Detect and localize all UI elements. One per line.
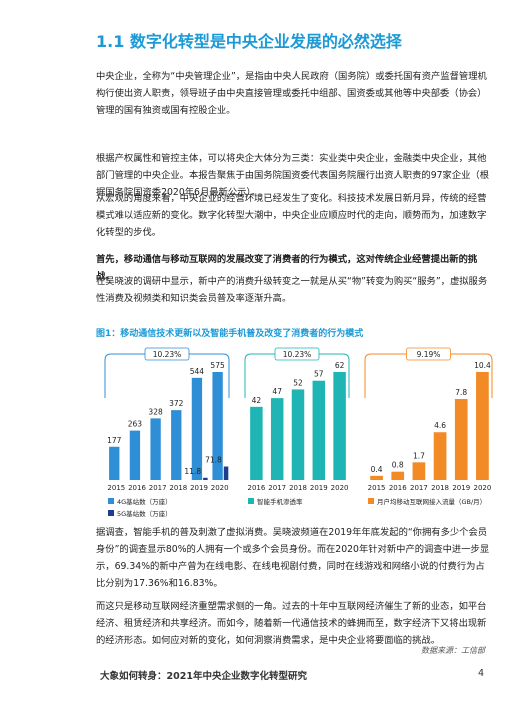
value-label: 52: [293, 378, 303, 387]
x-tick-label: 2020: [211, 484, 229, 492]
value-label: 47: [272, 387, 282, 396]
bar: [391, 471, 405, 480]
value-label: 4.6: [434, 421, 446, 430]
x-tick-label: 2019: [310, 484, 328, 492]
value-label: 7.8: [455, 388, 467, 397]
value-label: 42: [252, 396, 262, 405]
paragraph: 中央企业，全称为“中央管理企业”，是指由中央人民政府（国务院）或委托国有资产监督…: [96, 71, 487, 116]
bar: [129, 430, 141, 480]
bar: [203, 477, 208, 480]
x-tick-label: 2020: [331, 484, 349, 492]
bar: [270, 398, 284, 480]
heading: 1.1 数字化转型是中央企业发展的必然选择: [96, 32, 402, 51]
paragraph: 根据产权属性和管控主体，可以将央企大体分为三类：实业类中央企业，金融类中央企业，…: [96, 153, 490, 198]
bar: [250, 406, 263, 480]
x-tick-label: 2018: [169, 484, 187, 492]
paragraph: 据调查，智能手机的普及刺激了虚拟消费。吴晓波频道在2019年年底发起的“你拥有多…: [96, 527, 490, 589]
paragraph: 而这只是移动互联网经济重塑需求侧的一角。过去的十年中互联网经济催生了新的业态，如…: [96, 601, 487, 646]
bracket-label-box: [274, 347, 320, 361]
legend-swatch: [248, 498, 254, 504]
bar: [333, 372, 346, 480]
bar: [433, 432, 447, 480]
bracket-label-box: [406, 347, 451, 361]
value-label: 177: [107, 436, 122, 445]
bracket: [364, 353, 493, 398]
x-tick-label: 2016: [389, 484, 407, 492]
legend-swatch: [108, 498, 114, 504]
bracket-label: 10.23%: [283, 350, 312, 359]
bar: [291, 389, 305, 480]
x-tick-label: 2019: [190, 484, 208, 492]
bar: [191, 377, 203, 480]
bar: [370, 475, 383, 480]
value-label: 544: [190, 367, 205, 376]
x-tick-label: 2017: [410, 484, 428, 492]
x-tick-label: 2017: [268, 484, 286, 492]
x-tick-label: 2015: [368, 484, 386, 492]
bar: [223, 466, 229, 480]
x-tick-label: 2018: [289, 484, 307, 492]
value-label: 0.8: [392, 461, 404, 470]
x-tick-label: 2016: [247, 484, 265, 492]
bar: [454, 399, 468, 480]
x-tick-label: 2016: [128, 484, 146, 492]
bar: [312, 380, 326, 480]
x-tick-label: 2018: [431, 484, 449, 492]
bar: [171, 410, 182, 480]
x-tick-label: 2015: [107, 484, 125, 492]
paragraph: 首先，移动通信与移动互联网的发展改变了消费者的行为模式，这对传统企业经营提出新的…: [96, 254, 478, 282]
legend-swatch: [108, 510, 114, 516]
paragraph: 从宏观的角度来看，中央企业的经营环境已经发生了变化。科技技术发展日新月异，传统的…: [96, 193, 487, 238]
x-tick-label: 2019: [452, 484, 470, 492]
value-label: 1.7: [413, 451, 425, 460]
paragraph: 在吴晓波的调研中显示，新中产的消费升级转变之一就是从买“物”转变为购买“服务”，…: [96, 276, 488, 304]
bar: [109, 446, 120, 480]
source: 数据来源：工信部: [421, 646, 485, 655]
bracket-label: 10.23%: [153, 350, 182, 359]
legend-label: 智能手机渗透率: [257, 497, 303, 506]
value-label: 11.8: [184, 467, 201, 476]
value-label: 328: [148, 407, 163, 416]
bar: [150, 418, 161, 480]
value-label: 57: [314, 370, 324, 379]
bracket-label-box: [144, 347, 190, 361]
value-label: 575: [210, 361, 225, 370]
bar: [412, 462, 426, 480]
value-label: 71.8: [205, 456, 222, 465]
legend-label: 月户均移动互联网接入流量（GB/月）: [377, 497, 486, 506]
figure-caption: 图1：移动通信技术更新以及智能手机普及改变了消费者的行为模式: [96, 329, 364, 339]
value-label: 372: [169, 399, 184, 408]
value-label: 10.4: [474, 361, 491, 370]
bar: [476, 372, 489, 480]
bracket-label: 9.19%: [417, 350, 441, 359]
x-tick-label: 2017: [149, 484, 167, 492]
legend-label: 5G基站数（万座）: [117, 509, 172, 518]
figure: 10.23%2015 2016 2017 2018 2019 20201772633283…: [104, 347, 493, 518]
legend-label: 4G基站数（万座）: [117, 497, 172, 506]
x-tick-label: 2020: [474, 484, 492, 492]
page-number: 4: [478, 668, 485, 679]
footer-title: 大象如何转身：2021年中央企业数字化转型研究: [100, 671, 307, 682]
legend-swatch: [368, 498, 374, 504]
bar: [212, 372, 223, 480]
value-label: 263: [128, 420, 143, 429]
value-label: 62: [335, 361, 345, 370]
value-label: 0.4: [371, 465, 383, 474]
